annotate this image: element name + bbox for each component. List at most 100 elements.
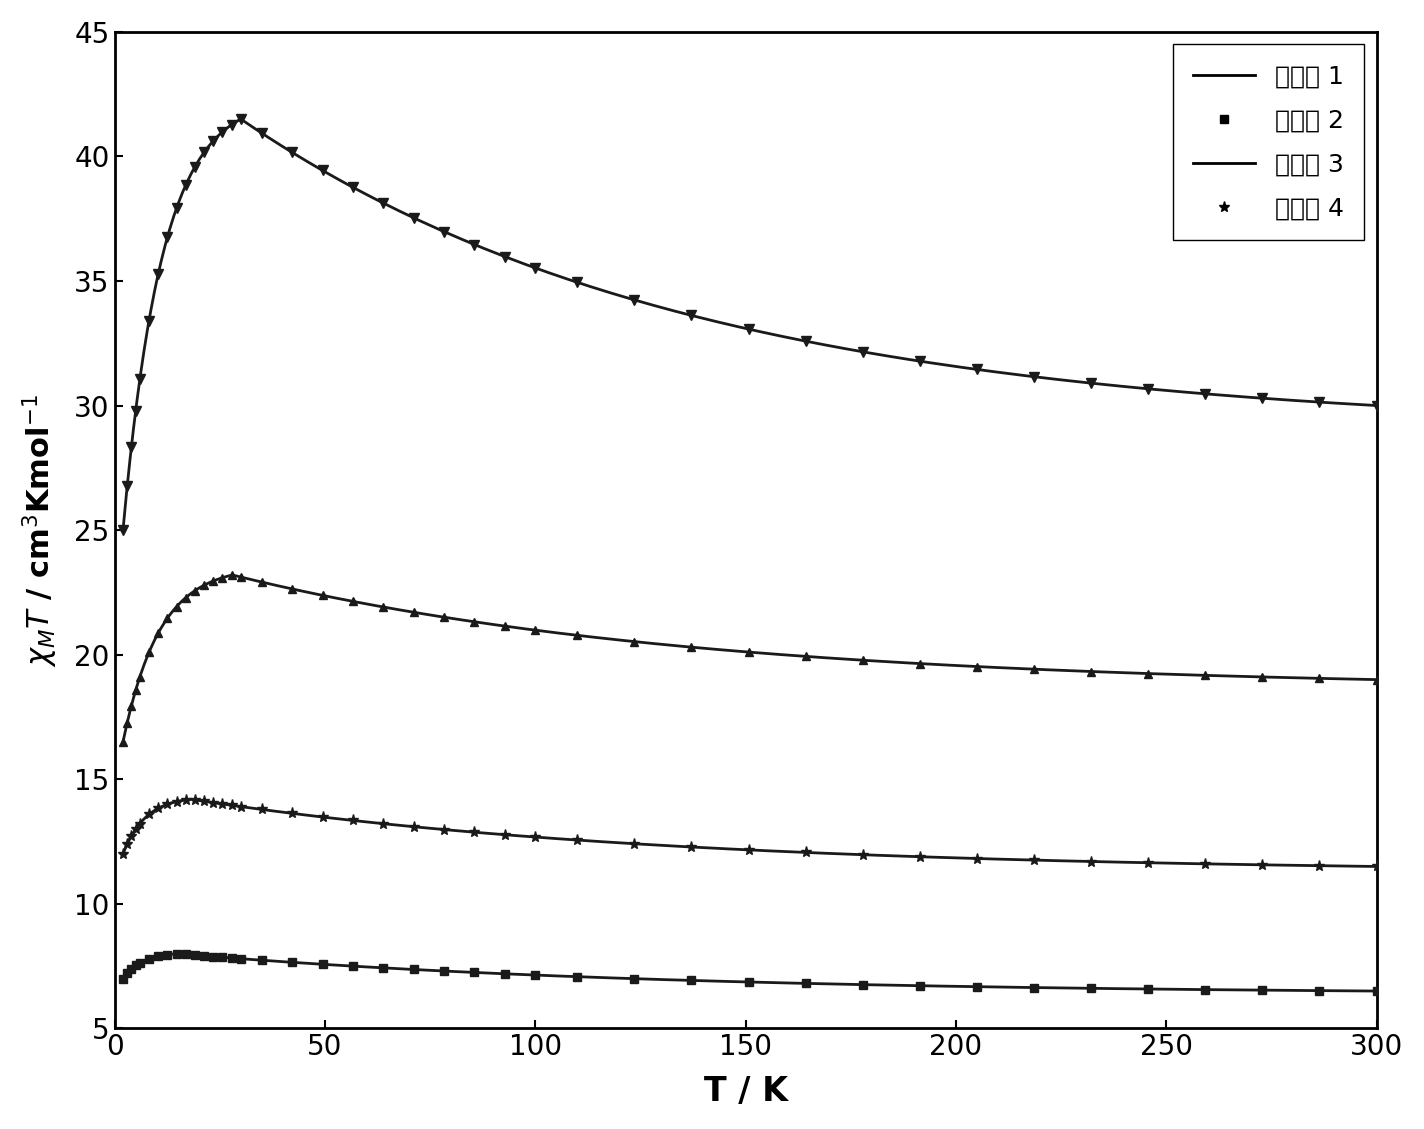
第合物 2 bbox=[968, 851, 985, 865]
第合物 3 bbox=[195, 578, 212, 592]
第合物 1 bbox=[315, 957, 332, 971]
第合物 3 bbox=[114, 735, 131, 749]
第合物 4 bbox=[122, 440, 140, 454]
第合物 3 bbox=[466, 615, 483, 629]
Line: 第合物 4: 第合物 4 bbox=[118, 114, 1381, 535]
第合物 4 bbox=[911, 355, 928, 368]
第合物 2 bbox=[684, 840, 701, 854]
第合物 3 bbox=[1139, 667, 1156, 681]
第合物 2 bbox=[797, 846, 815, 859]
第合物 2 bbox=[224, 798, 241, 812]
第合物 2 bbox=[205, 796, 222, 809]
第合物 4 bbox=[406, 211, 423, 225]
第合物 2 bbox=[114, 847, 131, 860]
第合物 4 bbox=[466, 238, 483, 252]
第合物 4 bbox=[253, 126, 271, 140]
第合物 2 bbox=[253, 803, 271, 816]
第合物 4 bbox=[527, 261, 544, 274]
第合物 2 bbox=[740, 843, 758, 857]
第合物 4 bbox=[205, 134, 222, 148]
第合物 4 bbox=[1082, 376, 1099, 390]
第合物 1 bbox=[375, 961, 392, 974]
第合物 3 bbox=[141, 646, 158, 659]
第合物 4 bbox=[214, 125, 231, 139]
Legend: 第合物 1, 第合物 2, 第合物 3, 第合物 4: 第合物 1, 第合物 2, 第合物 3, 第合物 4 bbox=[1172, 44, 1364, 240]
第合物 3 bbox=[224, 568, 241, 581]
第合物 3 bbox=[406, 605, 423, 619]
第合物 3 bbox=[854, 654, 871, 667]
第合物 1 bbox=[168, 947, 185, 961]
第合物 1 bbox=[177, 947, 194, 961]
Line: 第合物 3: 第合物 3 bbox=[118, 571, 1381, 746]
第合物 1 bbox=[1139, 982, 1156, 996]
第合物 2 bbox=[159, 797, 177, 811]
第合物 4 bbox=[625, 294, 642, 307]
第合物 2 bbox=[568, 833, 585, 847]
第合物 1 bbox=[406, 963, 423, 977]
第合物 2 bbox=[168, 795, 185, 808]
第合物 1 bbox=[527, 969, 544, 982]
第合物 2 bbox=[1082, 855, 1099, 868]
第合物 3 bbox=[159, 612, 177, 625]
Line: 第合物 1: 第合物 1 bbox=[118, 949, 1381, 995]
第合物 2 bbox=[315, 811, 332, 824]
第合物 3 bbox=[1253, 671, 1270, 684]
第合物 3 bbox=[127, 684, 144, 698]
第合物 4 bbox=[1253, 392, 1270, 405]
第合物 1 bbox=[114, 972, 131, 986]
第合物 2 bbox=[406, 820, 423, 833]
第合物 1 bbox=[232, 952, 249, 965]
第合物 3 bbox=[527, 623, 544, 637]
第合物 2 bbox=[436, 823, 453, 837]
第合物 2 bbox=[1139, 856, 1156, 869]
第合物 4 bbox=[497, 250, 514, 263]
第合物 3 bbox=[1196, 668, 1213, 682]
第合物 4 bbox=[854, 345, 871, 359]
第合物 3 bbox=[345, 595, 362, 609]
第合物 4 bbox=[141, 314, 158, 327]
第合物 3 bbox=[1368, 673, 1386, 686]
第合物 3 bbox=[283, 583, 300, 596]
第合物 3 bbox=[253, 576, 271, 589]
第合物 4 bbox=[131, 373, 148, 386]
第合物 2 bbox=[497, 828, 514, 841]
第合物 2 bbox=[187, 794, 204, 807]
第合物 3 bbox=[205, 575, 222, 588]
第合物 3 bbox=[1082, 665, 1099, 679]
第合物 2 bbox=[527, 830, 544, 843]
第合物 1 bbox=[797, 977, 815, 990]
第合物 4 bbox=[375, 196, 392, 210]
第合物 2 bbox=[195, 795, 212, 808]
第合物 2 bbox=[141, 807, 158, 821]
第合物 4 bbox=[797, 334, 815, 348]
第合物 1 bbox=[436, 964, 453, 978]
第合物 4 bbox=[168, 201, 185, 215]
X-axis label: T / K: T / K bbox=[703, 1075, 787, 1109]
第合物 2 bbox=[283, 806, 300, 820]
Line: 第合物 2: 第合物 2 bbox=[117, 795, 1383, 872]
第合物 4 bbox=[345, 181, 362, 194]
第合物 1 bbox=[195, 949, 212, 963]
第合物 3 bbox=[436, 611, 453, 624]
第合物 2 bbox=[127, 822, 144, 835]
第合物 3 bbox=[797, 649, 815, 663]
第合物 1 bbox=[127, 959, 144, 972]
第合物 1 bbox=[141, 952, 158, 965]
第合物 3 bbox=[122, 699, 140, 712]
第合物 1 bbox=[1253, 983, 1270, 997]
第合物 1 bbox=[345, 960, 362, 973]
第合物 2 bbox=[131, 816, 148, 830]
第合物 2 bbox=[214, 797, 231, 811]
第合物 3 bbox=[150, 627, 167, 640]
第合物 3 bbox=[911, 657, 928, 671]
第合物 2 bbox=[625, 837, 642, 850]
第合物 3 bbox=[118, 716, 135, 729]
第合物 4 bbox=[1312, 395, 1329, 409]
第合物 4 bbox=[283, 146, 300, 159]
第合物 4 bbox=[118, 480, 135, 493]
第合物 2 bbox=[1253, 858, 1270, 872]
第合物 4 bbox=[187, 160, 204, 174]
第合物 3 bbox=[684, 640, 701, 654]
第合物 4 bbox=[315, 164, 332, 177]
第合物 3 bbox=[568, 629, 585, 642]
